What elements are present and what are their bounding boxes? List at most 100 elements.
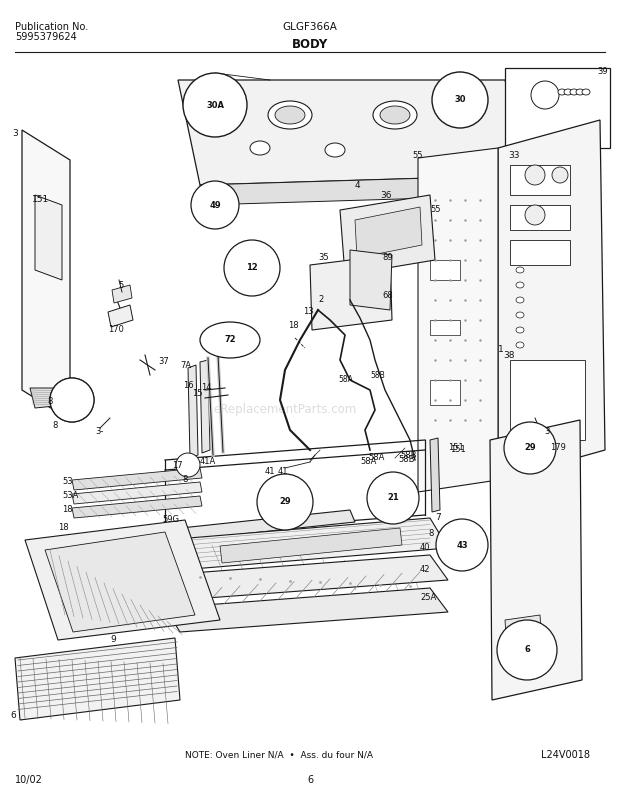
Ellipse shape [325,143,345,157]
Polygon shape [215,332,246,350]
Text: 89: 89 [382,253,392,263]
Text: 41: 41 [265,468,275,476]
Text: 59G: 59G [162,515,179,525]
Text: NOTE: Oven Liner N/A  •  Ass. du four N/A: NOTE: Oven Liner N/A • Ass. du four N/A [185,750,373,759]
Circle shape [176,453,200,477]
Polygon shape [490,420,582,700]
Text: GLGF366A: GLGF366A [283,22,337,32]
Circle shape [367,472,419,524]
Text: 6: 6 [307,775,313,785]
Text: 35: 35 [318,253,329,263]
Text: 29: 29 [524,444,536,453]
Polygon shape [220,528,402,563]
Text: 15: 15 [192,388,203,398]
Text: 38: 38 [503,350,515,360]
Polygon shape [162,510,355,542]
Polygon shape [200,95,228,115]
Text: 58B: 58B [398,456,415,464]
Polygon shape [418,148,498,492]
Ellipse shape [275,106,305,124]
Text: 14: 14 [201,384,211,392]
Ellipse shape [516,267,524,273]
Text: eReplacementParts.com: eReplacementParts.com [213,403,356,417]
Bar [430,320,460,335]
Text: 58A: 58A [338,376,353,384]
Text: 151: 151 [450,445,466,454]
Text: 179: 179 [550,444,566,453]
Ellipse shape [516,297,524,303]
Polygon shape [30,388,65,408]
Circle shape [531,81,559,109]
Polygon shape [108,305,133,327]
Polygon shape [72,482,202,504]
Circle shape [50,378,94,422]
Text: 42: 42 [420,565,430,575]
Ellipse shape [570,89,578,95]
Ellipse shape [564,89,572,95]
Circle shape [183,73,247,137]
Bar [430,260,460,280]
Polygon shape [340,195,435,275]
Ellipse shape [558,89,566,95]
Bar [505,68,610,148]
Text: 29: 29 [279,498,291,507]
Text: 55: 55 [412,151,422,160]
Ellipse shape [576,89,584,95]
Polygon shape [350,250,392,310]
Text: 151: 151 [448,444,464,453]
Polygon shape [310,255,392,330]
Ellipse shape [268,101,312,129]
Text: 49: 49 [209,201,221,210]
Ellipse shape [200,322,260,358]
Polygon shape [45,532,195,632]
Circle shape [552,167,568,183]
Bar [510,240,570,265]
Polygon shape [200,175,532,205]
Polygon shape [112,285,132,303]
Text: 10/02: 10/02 [15,775,43,785]
Polygon shape [22,130,70,420]
Text: 43: 43 [456,541,468,549]
Text: 18: 18 [58,522,69,531]
Text: 25A: 25A [420,593,436,603]
Text: 58A: 58A [368,453,384,462]
Polygon shape [498,120,605,480]
Text: 53: 53 [62,477,73,487]
Text: 40: 40 [420,544,430,553]
Circle shape [525,205,545,225]
Text: 7A: 7A [180,360,191,369]
Text: 6: 6 [524,646,530,654]
Text: 170: 170 [108,326,124,334]
Polygon shape [165,588,448,632]
Text: 53A: 53A [62,491,78,500]
Text: 33: 33 [508,151,520,160]
Ellipse shape [250,141,270,155]
Text: 13: 13 [303,307,314,317]
Ellipse shape [516,312,524,318]
Text: 3: 3 [544,427,549,437]
Text: 39: 39 [597,67,608,76]
Polygon shape [505,615,542,650]
Circle shape [432,72,488,128]
Text: 18: 18 [288,321,299,330]
Text: 72: 72 [224,336,236,345]
Ellipse shape [373,101,417,129]
Text: 8: 8 [47,398,52,407]
Text: 8: 8 [428,530,433,538]
Polygon shape [72,496,202,518]
Text: 5995379624: 5995379624 [15,32,77,42]
Polygon shape [15,638,180,720]
Polygon shape [72,468,202,490]
Text: 9: 9 [110,635,116,645]
Polygon shape [188,365,198,458]
Text: Publication No.: Publication No. [15,22,88,32]
Circle shape [504,422,556,474]
Text: L24V0018: L24V0018 [541,750,590,760]
Text: 3: 3 [12,129,18,137]
Circle shape [50,378,94,422]
Text: 1: 1 [498,345,503,354]
Polygon shape [380,488,407,509]
Polygon shape [272,492,298,512]
Polygon shape [204,196,225,216]
Bar [510,360,585,440]
